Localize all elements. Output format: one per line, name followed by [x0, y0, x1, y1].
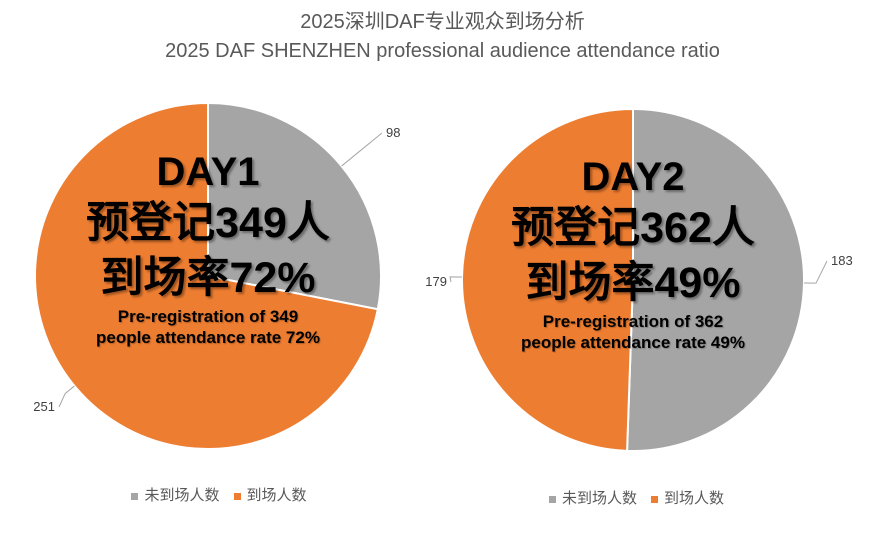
chart-title: 2025深圳DAF专业观众到场分析 2025 DAF SHENZHEN prof… [0, 8, 885, 66]
day1-legend-item-noshow: 未到场人数 [131, 486, 220, 506]
day2-legend-label-noshow: 未到场人数 [561, 490, 637, 507]
day1-legend-label-attended: 到场人数 [246, 487, 307, 504]
pie-data-label: 251 [33, 399, 55, 414]
pie-data-label: 179 [425, 274, 447, 289]
legend-swatch-attended-orange [651, 495, 658, 503]
pie-slice-day2-未到场人数 [626, 108, 805, 452]
chart-title-en: 2025 DAF SHENZHEN professional audience … [165, 40, 720, 62]
chart-title-zh: 2025深圳DAF专业观众到场分析 [300, 11, 585, 33]
pie-data-label: 183 [831, 253, 853, 268]
pie-slice-day2-到场人数 [461, 108, 634, 452]
day1-legend-item-attended: 到场人数 [233, 486, 307, 506]
pie-slice-day1-未到场人数 [207, 102, 382, 311]
label-leader-line [58, 385, 75, 408]
legend-swatch-noshow-gray [131, 492, 139, 500]
label-leader-line [449, 276, 463, 283]
day2-legend-item-noshow: 未到场人数 [548, 489, 637, 509]
legend-swatch-noshow-gray [548, 495, 556, 503]
day2-legend-label-attended: 到场人数 [664, 490, 725, 507]
label-leader-line [341, 132, 383, 167]
day1-legend-label-noshow: 未到场人数 [144, 487, 220, 504]
day2-legend: 未到场人数 到场人数 [486, 489, 787, 509]
day1-legend: 未到场人数 到场人数 [0, 486, 438, 506]
label-leader-line [803, 260, 828, 284]
day2-legend-item-attended: 到场人数 [651, 489, 724, 509]
pie-data-label: 98 [386, 125, 400, 140]
legend-swatch-attended-orange [233, 492, 241, 500]
